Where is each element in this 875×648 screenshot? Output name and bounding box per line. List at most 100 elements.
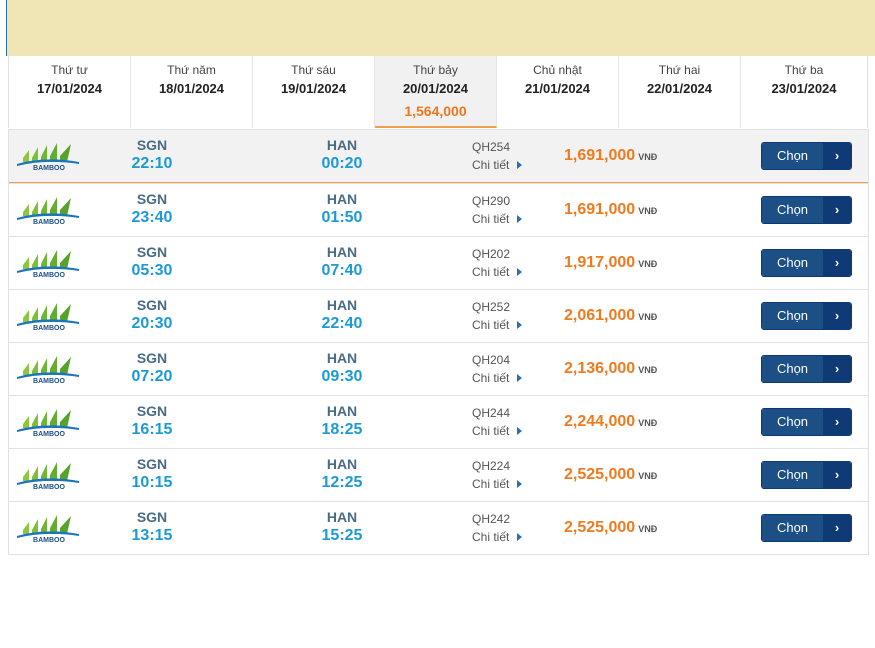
departure-airport: SGN	[136, 509, 168, 525]
fare-currency: VNĐ	[638, 365, 658, 375]
chevron-right-icon: ›	[823, 409, 851, 435]
fare-currency: VNĐ	[638, 312, 658, 322]
flight-detail-link[interactable]: Chi tiết	[472, 475, 542, 493]
date-tab[interactable]: Thứ sáu 19/01/2024	[253, 56, 375, 128]
departure-time: 22:10	[131, 155, 173, 172]
bamboo-airways-logo-icon: BAMBOO	[15, 300, 83, 334]
flight-info: QH224 Chi tiết	[472, 457, 542, 493]
flight-info: QH252 Chi tiết	[472, 298, 542, 334]
flight-detail-label: Chi tiết	[472, 477, 510, 491]
choose-button-label: Chọn	[762, 197, 823, 223]
flight-row: BAMBOO SGN 05:30 HAN 07:40 QH202 Chi tiết 1,917…	[9, 236, 868, 289]
choose-button-label: Chọn	[762, 303, 823, 329]
chevron-right-icon: ›	[823, 143, 851, 169]
flight-info: QH244 Chi tiết	[472, 404, 542, 440]
fare-currency: VNĐ	[638, 259, 658, 269]
flight-detail-link[interactable]: Chi tiết	[472, 369, 542, 387]
departure-info: SGN 13:15	[121, 508, 183, 546]
caret-right-icon	[517, 533, 523, 541]
date-tab-weekday: Thứ bảy	[413, 63, 458, 77]
flight-info: QH290 Chi tiết	[472, 192, 542, 228]
arrival-airport: HAN	[326, 456, 358, 472]
caret-right-icon	[517, 215, 523, 223]
caret-right-icon	[517, 427, 523, 435]
arrival-airport: HAN	[326, 137, 358, 153]
fare-price: 1,917,000 VNĐ	[564, 254, 657, 272]
bamboo-airways-logo-icon: BAMBOO	[15, 194, 83, 228]
svg-text:BAMBOO: BAMBOO	[33, 537, 65, 544]
departure-time: 13:15	[131, 527, 173, 544]
flight-detail-link[interactable]: Chi tiết	[472, 422, 542, 440]
bamboo-airways-logo-icon: BAMBOO	[15, 406, 83, 440]
arrival-time: 22:40	[321, 315, 363, 332]
choose-flight-button[interactable]: Chọn ›	[761, 142, 852, 170]
choose-flight-button[interactable]: Chọn ›	[761, 196, 852, 224]
flight-row: BAMBOO SGN 22:10 HAN 00:20 QH254 Chi tiết 1,691…	[9, 129, 868, 183]
date-tab[interactable]: Thứ ba 23/01/2024	[741, 56, 867, 128]
flight-detail-link[interactable]: Chi tiết	[472, 210, 542, 228]
date-tab-date: 18/01/2024	[158, 81, 225, 96]
date-tab-date: 17/01/2024	[36, 81, 103, 96]
arrival-info: HAN 22:40	[311, 296, 373, 334]
date-tab-selected[interactable]: Thứ bảy 20/01/2024 1,564,000	[375, 56, 497, 128]
arrival-airport: HAN	[326, 191, 358, 207]
fare-amount: 2,525,000	[564, 466, 636, 483]
date-tab-lowest-price: 1,564,000	[404, 103, 467, 119]
chevron-right-icon: ›	[823, 356, 851, 382]
choose-flight-button[interactable]: Chọn ›	[761, 355, 852, 383]
date-tab[interactable]: Thứ hai 22/01/2024	[619, 56, 741, 128]
departure-airport: SGN	[136, 191, 168, 207]
flight-detail-link[interactable]: Chi tiết	[472, 316, 542, 334]
choose-button-label: Chọn	[762, 409, 823, 435]
arrival-info: HAN 07:40	[311, 243, 373, 281]
svg-text:BAMBOO: BAMBOO	[33, 484, 65, 491]
flight-row: BAMBOO SGN 07:20 HAN 09:30 QH204 Chi tiết 2,136…	[9, 342, 868, 395]
choose-flight-button[interactable]: Chọn ›	[761, 461, 852, 489]
flight-detail-link[interactable]: Chi tiết	[472, 156, 542, 174]
bamboo-airways-logo-icon: BAMBOO	[15, 512, 83, 546]
departure-time: 10:15	[131, 474, 173, 491]
svg-text:BAMBOO: BAMBOO	[33, 219, 65, 226]
date-tab-weekday: Thứ tư	[51, 63, 88, 77]
date-tab-date: 23/01/2024	[771, 81, 837, 96]
date-tab[interactable]: Thứ năm 18/01/2024	[131, 56, 253, 128]
choose-flight-button[interactable]: Chọn ›	[761, 302, 852, 330]
bamboo-airways-logo-icon: BAMBOO	[15, 140, 83, 174]
date-tab[interactable]: Thứ tư 17/01/2024	[9, 56, 131, 128]
flight-detail-label: Chi tiết	[472, 265, 510, 279]
fare-currency: VNĐ	[638, 471, 658, 481]
fare-currency: VNĐ	[638, 524, 658, 534]
departure-airport: SGN	[136, 137, 168, 153]
flight-number: QH254	[472, 140, 511, 154]
arrival-airport: HAN	[326, 350, 358, 366]
choose-flight-button[interactable]: Chọn ›	[761, 408, 852, 436]
flight-detail-label: Chi tiết	[472, 212, 510, 226]
fare-price: 1,691,000 VNĐ	[564, 201, 657, 219]
svg-text:BAMBOO: BAMBOO	[33, 165, 65, 172]
flight-detail-link[interactable]: Chi tiết	[472, 263, 542, 281]
chevron-right-icon: ›	[823, 462, 851, 488]
fare-currency: VNĐ	[638, 152, 658, 162]
chevron-right-icon: ›	[823, 515, 851, 541]
svg-text:BAMBOO: BAMBOO	[33, 431, 65, 438]
chevron-right-icon: ›	[823, 197, 851, 223]
choose-button-label: Chọn	[762, 250, 823, 276]
arrival-time: 07:40	[321, 262, 363, 279]
date-tab-weekday: Thứ ba	[784, 63, 824, 77]
fare-currency: VNĐ	[638, 418, 658, 428]
date-tab[interactable]: Chủ nhật 21/01/2024	[497, 56, 619, 128]
fare-amount: 2,136,000	[564, 360, 636, 377]
fare-amount: 1,917,000	[564, 254, 636, 271]
departure-airport: SGN	[136, 403, 168, 419]
flight-number: QH252	[472, 300, 511, 314]
flight-info: QH202 Chi tiết	[472, 245, 542, 281]
departure-airport: SGN	[136, 350, 168, 366]
flight-detail-link[interactable]: Chi tiết	[472, 528, 542, 546]
choose-flight-button[interactable]: Chọn ›	[761, 249, 852, 277]
departure-info: SGN 16:15	[121, 402, 183, 440]
fare-amount: 2,061,000	[564, 307, 636, 324]
departure-time: 20:30	[131, 315, 173, 332]
choose-button-label: Chọn	[762, 143, 823, 169]
top-banner	[6, 0, 875, 56]
choose-flight-button[interactable]: Chọn ›	[761, 514, 852, 542]
